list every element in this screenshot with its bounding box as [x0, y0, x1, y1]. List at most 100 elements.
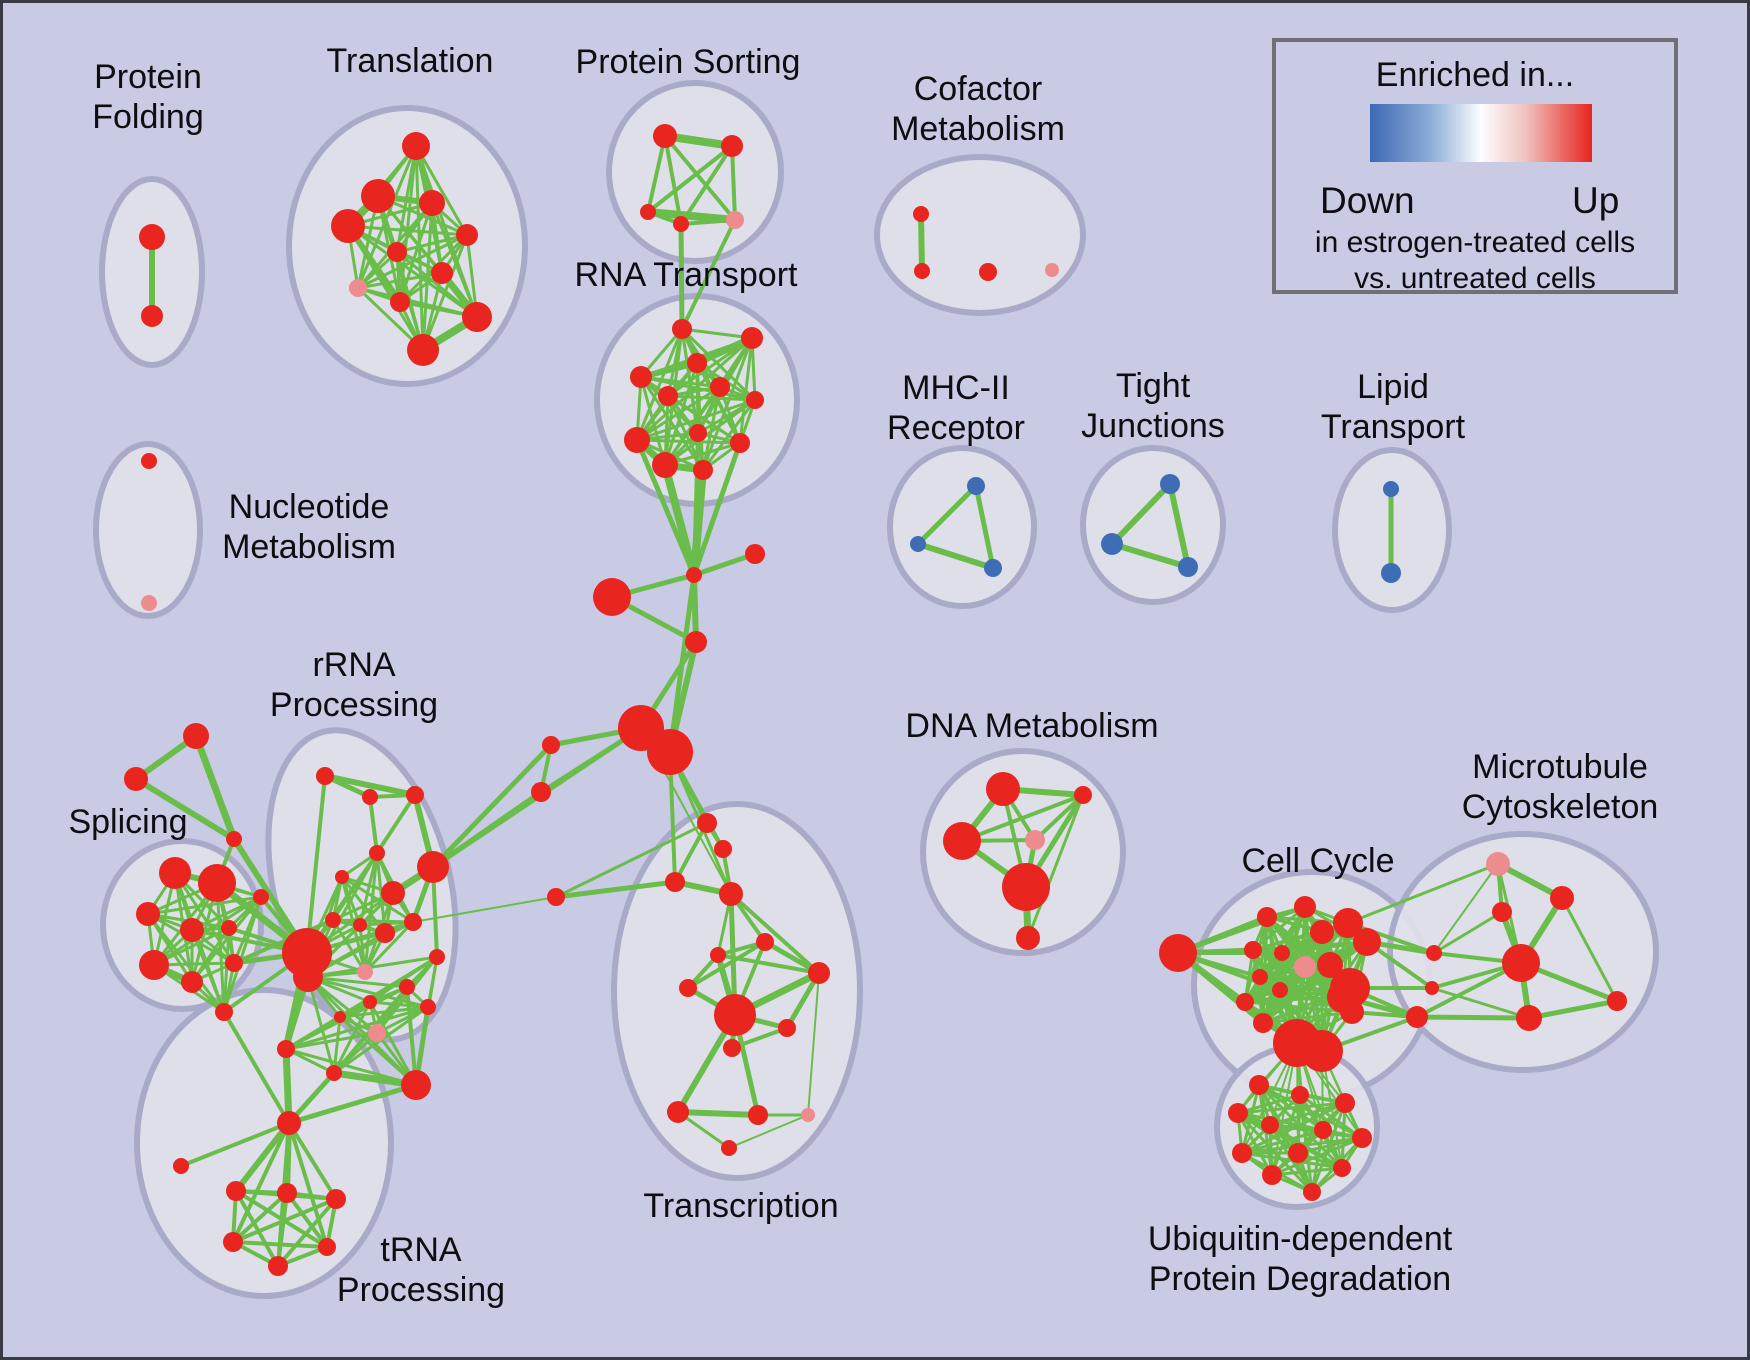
- node-rrH: [282, 928, 332, 978]
- cluster-ellipse-nucleotide: [93, 441, 203, 619]
- edge: [1415, 961, 1523, 1019]
- node-x7: [808, 962, 830, 984]
- node-t10: [462, 302, 492, 332]
- node-r10: [730, 433, 750, 453]
- edge: [1432, 910, 1504, 955]
- node-sp7: [139, 950, 169, 980]
- edge: [639, 375, 705, 472]
- node-u10: [1333, 1159, 1351, 1177]
- node-r5: [658, 386, 678, 406]
- node-x10: [778, 1019, 796, 1037]
- node-u7: [1352, 1128, 1372, 1148]
- edge: [730, 1026, 789, 1050]
- edge: [276, 1191, 289, 1268]
- edge: [356, 233, 469, 290]
- edge: [686, 940, 767, 990]
- legend-down-label: Down: [1320, 180, 1415, 221]
- edge: [1346, 921, 1436, 955]
- edge: [1109, 481, 1173, 547]
- edge: [1236, 1111, 1274, 1177]
- node-d3: [943, 822, 981, 860]
- node-yL: [1159, 934, 1197, 972]
- node-cf2: [914, 263, 930, 279]
- cluster-label-microtubule: Cytoskeleton: [1462, 788, 1659, 826]
- node-tj1: [1160, 474, 1180, 494]
- node-rr16: [334, 1011, 346, 1023]
- edge: [663, 134, 737, 222]
- node-rr11: [357, 964, 373, 980]
- edge: [363, 920, 415, 974]
- node-c8: [531, 782, 551, 802]
- node-d1: [986, 772, 1020, 806]
- cluster-label-protein-folding: Folding: [92, 98, 204, 136]
- cluster-label-rrna: Processing: [270, 686, 438, 724]
- edge: [222, 1010, 291, 1125]
- node-rr2: [362, 789, 378, 805]
- edge: [1280, 940, 1369, 955]
- edge: [1270, 1166, 1344, 1177]
- edge: [234, 1189, 280, 1268]
- node-c3: [745, 544, 765, 564]
- edge: [635, 385, 722, 442]
- edge: [414, 144, 469, 237]
- edge: [395, 250, 479, 319]
- node-x12: [667, 1101, 689, 1123]
- node-lp2: [1381, 563, 1401, 583]
- node-u12: [1303, 1183, 1321, 1201]
- node-c2: [593, 578, 631, 616]
- node-tn5: [318, 1238, 336, 1256]
- legend-subtitle-line1: in estrogen-treated cells: [1314, 226, 1636, 259]
- node-tn6: [268, 1256, 288, 1276]
- edge: [701, 398, 757, 472]
- edge: [231, 1191, 289, 1244]
- node-x2: [714, 840, 732, 858]
- edge: [285, 1191, 329, 1249]
- node-u4: [1228, 1103, 1248, 1123]
- edge: [1270, 1136, 1364, 1177]
- cluster-label-splicing: Splicing: [68, 803, 187, 841]
- edge: [231, 1197, 338, 1244]
- legend-title: Enriched in...: [1375, 56, 1575, 94]
- cluster-label-cofactor: Cofactor: [914, 70, 1043, 108]
- node-u3: [1335, 1093, 1355, 1113]
- node-s0c: [226, 831, 242, 847]
- node-y14: [1253, 1013, 1273, 1033]
- node-tn1: [226, 1181, 246, 1201]
- edge: [644, 208, 739, 224]
- edge: [179, 1121, 291, 1168]
- node-rr4: [369, 845, 385, 861]
- node-t4: [331, 209, 365, 243]
- node-u1: [1249, 1075, 1269, 1095]
- node-sp2: [198, 864, 236, 902]
- edge: [231, 1121, 291, 1244]
- edge: [738, 336, 754, 445]
- node-t6: [387, 242, 407, 262]
- edge: [915, 483, 979, 547]
- node-sp3: [136, 902, 160, 926]
- node-t7: [431, 262, 453, 284]
- edge: [692, 431, 700, 577]
- node-d2: [1074, 786, 1092, 804]
- edge: [663, 441, 742, 467]
- edge: [276, 1197, 338, 1268]
- node-y17: [1340, 1000, 1364, 1024]
- edge: [1176, 905, 1307, 955]
- node-m2: [1492, 902, 1512, 922]
- legend-up-label: Up: [1572, 180, 1620, 221]
- node-mh2: [910, 536, 926, 552]
- edge: [233, 1120, 292, 1194]
- node-sp10: [215, 1003, 233, 1021]
- node-tn4: [223, 1232, 243, 1252]
- node-k2: [1425, 981, 1439, 995]
- edge: [1526, 998, 1620, 1021]
- node-x5: [756, 933, 774, 951]
- node-rrH2: [293, 962, 323, 992]
- edge: [730, 144, 737, 222]
- cluster-ellipse-tight: [1080, 445, 1226, 605]
- cluster-label-translation: Translation: [327, 42, 494, 80]
- node-tnL: [173, 1158, 189, 1174]
- edge: [691, 551, 758, 578]
- edge: [305, 774, 327, 955]
- cluster-label-microtubule: Microtubule: [1472, 748, 1648, 786]
